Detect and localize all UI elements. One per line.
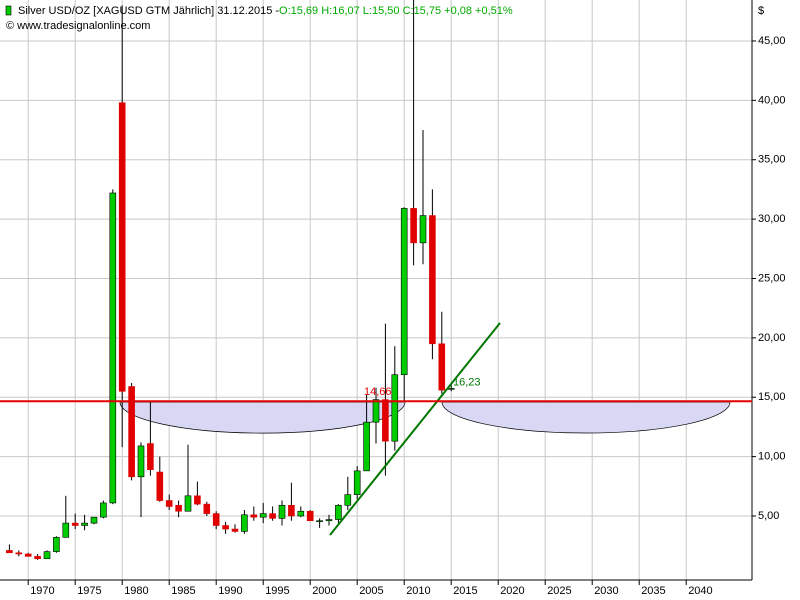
- x-tick-label: 2005: [359, 585, 383, 597]
- candle-body: [212, 513, 220, 526]
- y-tick-label: 20,00: [758, 332, 786, 344]
- grid: [0, 0, 752, 580]
- arc-area: [441, 401, 731, 434]
- candle-body: [344, 494, 352, 506]
- candle-body: [6, 550, 13, 554]
- x-tick-label: 2020: [500, 585, 524, 597]
- candle-body: [194, 495, 201, 505]
- candle-body: [15, 552, 23, 555]
- candle-body: [391, 374, 399, 442]
- x-tick-label: 1990: [218, 585, 242, 597]
- x-tick-label: 2000: [312, 585, 336, 597]
- candle-body: [269, 513, 276, 519]
- candle-body: [184, 495, 192, 512]
- candle-body: [419, 215, 427, 244]
- hline-label: 14,66: [364, 386, 392, 398]
- y-tick-label: 40,00: [758, 94, 786, 106]
- candle-body: [118, 102, 126, 392]
- y-tick-label: 10,00: [758, 451, 786, 463]
- candle-body: [438, 343, 446, 391]
- y-tick-label: 35,00: [758, 154, 786, 166]
- candle-body: [325, 519, 333, 522]
- candle-body: [62, 522, 70, 538]
- candle-body: [306, 510, 314, 522]
- candle-body: [222, 525, 229, 530]
- candle-body: [43, 551, 51, 560]
- candle-body: [109, 192, 117, 504]
- candle-body: [297, 510, 305, 517]
- candle-body: [34, 556, 41, 560]
- candle-body: [410, 208, 417, 244]
- x-tick-label: 1985: [171, 585, 195, 597]
- candle-body: [259, 513, 267, 518]
- candle-body: [175, 505, 182, 512]
- candle-body: [316, 520, 323, 523]
- y-tick-label: 25,00: [758, 272, 786, 284]
- x-tick-label: 1980: [124, 585, 148, 597]
- x-tick-label: 1995: [265, 585, 289, 597]
- candle-body: [353, 470, 361, 495]
- x-tick-label: 2035: [641, 585, 665, 597]
- candle-body: [288, 505, 295, 517]
- x-tick-label: 2025: [547, 585, 571, 597]
- candles: [6, 0, 455, 560]
- candle-body: [429, 215, 436, 345]
- candle-body: [24, 553, 32, 557]
- candle-body: [382, 399, 389, 442]
- candle-body: [250, 514, 258, 518]
- candle-body: [231, 528, 239, 532]
- candle-body: [128, 386, 135, 478]
- x-tick-label: 1975: [77, 585, 101, 597]
- chart-title: Silver USD/OZ [XAGUSD GTM Jährlich] 31.1…: [18, 5, 279, 17]
- x-tick-label: 1970: [30, 585, 54, 597]
- source: © www.tradesignalonline.com: [6, 20, 150, 32]
- candle-body: [363, 421, 370, 472]
- candle-body: [278, 505, 286, 519]
- candle-body: [335, 505, 342, 520]
- x-tick-label: 2010: [406, 585, 430, 597]
- x-tick-label: 2030: [594, 585, 618, 597]
- candle-body: [53, 537, 60, 552]
- candle-body: [90, 516, 98, 524]
- candle-body: [203, 503, 211, 514]
- candle-body: [147, 443, 154, 470]
- x-tick-label: 2015: [453, 585, 477, 597]
- y-tick-label: 15,00: [758, 391, 786, 403]
- candle-body: [400, 208, 408, 375]
- y-unit: $: [758, 5, 764, 17]
- y-tick-label: 5,00: [758, 510, 779, 522]
- trend-line: [329, 322, 501, 536]
- x-tick-label: 2040: [688, 585, 712, 597]
- candle-body: [156, 471, 164, 501]
- y-tick-label: 30,00: [758, 213, 786, 225]
- candle-body: [137, 445, 145, 478]
- price-label: 16,23: [453, 377, 481, 389]
- candle-body: [165, 500, 173, 507]
- candle-body: [241, 514, 248, 532]
- candle-body: [100, 502, 107, 518]
- candle-body: [81, 522, 88, 526]
- candle-body: [71, 522, 79, 526]
- logo-icon: [5, 5, 12, 16]
- candle-body: [372, 399, 380, 423]
- quote: O:15,69 H:16,07 L:15,50 C:15,75 +0,08 +0…: [279, 5, 513, 17]
- y-tick-label: 45,00: [758, 35, 786, 47]
